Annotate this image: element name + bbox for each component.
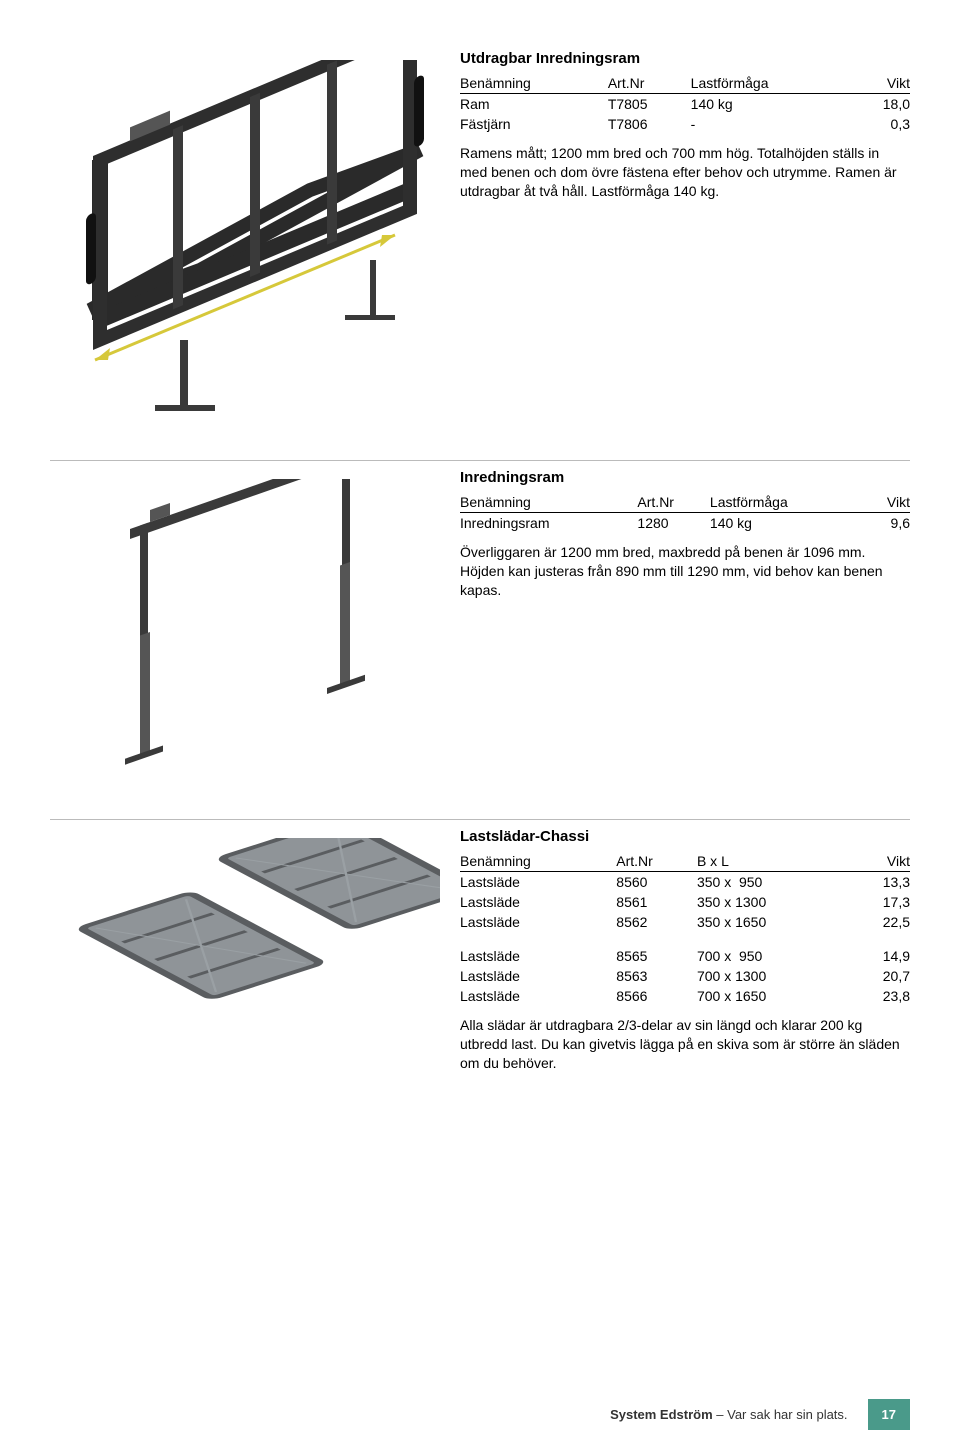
table-row: Lastsläde 8565 700 x 950 14,9 (460, 946, 910, 966)
table-row: Lastsläde 8563 700 x 1300 20,7 (460, 966, 910, 986)
section-title: Lastslädar-Chassi (460, 828, 910, 845)
table-row: Lastsläde 8560 350 x 950 13,3 (460, 872, 910, 893)
footer-brand: System Edström (610, 1407, 713, 1422)
th: B x L (697, 851, 850, 872)
page-number: 17 (868, 1399, 910, 1430)
th: Lastförmåga (710, 492, 864, 513)
table-row: Lastsläde 8561 350 x 1300 17,3 (460, 892, 910, 912)
th: Art.Nr (608, 73, 691, 94)
th: Benämning (460, 492, 637, 513)
frame-drawing-icon (60, 60, 440, 420)
section-inredningsram: Inredningsram Benämning Art.Nr Lastförmå… (50, 460, 910, 779)
footer-slogan: System Edström – Var sak har sin plats. (610, 1407, 847, 1422)
table-row: Fästjärn T7806 - 0,3 (460, 114, 910, 134)
th: Art.Nr (637, 492, 709, 513)
product-image-3 (50, 828, 450, 1098)
frame2-drawing-icon (100, 479, 400, 779)
product-table-1: Benämning Art.Nr Lastförmåga Vikt Ram T7… (460, 73, 910, 134)
section-title: Utdragbar Inredningsram (460, 50, 910, 67)
table-row: Lastsläde 8566 700 x 1650 23,8 (460, 986, 910, 1006)
th: Benämning (460, 851, 616, 872)
th: Vikt (864, 492, 910, 513)
product-table-2: Benämning Art.Nr Lastförmåga Vikt Inredn… (460, 492, 910, 533)
th: Benämning (460, 73, 608, 94)
table-row: Lastsläde 8562 350 x 1650 22,5 (460, 912, 910, 932)
th: Art.Nr (616, 851, 697, 872)
product-image-2 (50, 469, 450, 779)
table-row: Inredningsram 1280 140 kg 9,6 (460, 513, 910, 534)
section-title: Inredningsram (460, 469, 910, 486)
th: Vikt (853, 73, 910, 94)
th: Lastförmåga (691, 73, 853, 94)
product-image-1 (50, 50, 450, 420)
section-desc: Alla slädar är utdragbara 2/3-delar av s… (460, 1016, 910, 1073)
section-desc: Överliggaren är 1200 mm bred, maxbredd p… (460, 543, 910, 600)
product-table-3: Benämning Art.Nr B x L Vikt Lastsläde 85… (460, 851, 910, 1006)
page-footer: System Edström – Var sak har sin plats. … (50, 1399, 910, 1430)
th: Vikt (850, 851, 910, 872)
sled-drawing-icon (60, 838, 440, 1098)
section-lastsladar: Lastslädar-Chassi Benämning Art.Nr B x L… (50, 819, 910, 1098)
section-desc: Ramens mått; 1200 mm bred och 700 mm hög… (460, 144, 910, 201)
section-utdragbar: Utdragbar Inredningsram Benämning Art.Nr… (50, 50, 910, 420)
table-row: Ram T7805 140 kg 18,0 (460, 94, 910, 115)
